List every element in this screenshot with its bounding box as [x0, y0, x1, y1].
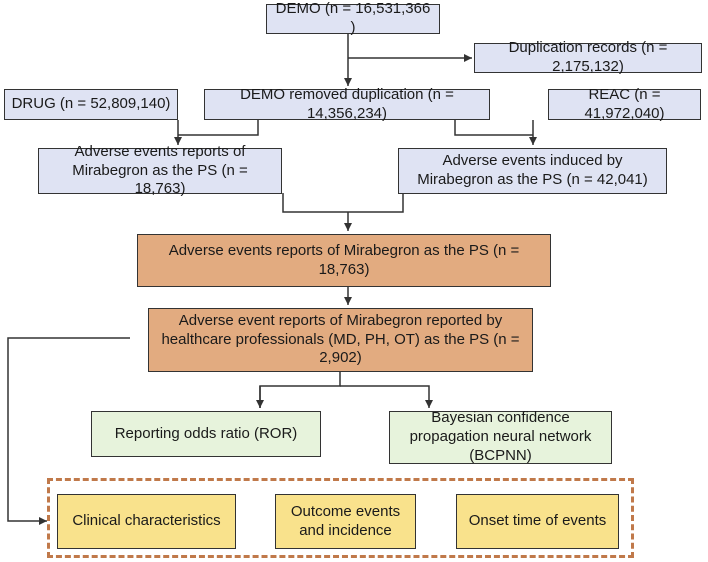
outcome-box: Outcome events and incidence: [275, 494, 416, 549]
outcome-analysis-group: [47, 478, 634, 558]
ror-box: Reporting odds ratio (ROR): [91, 411, 321, 457]
merge-left: [282, 193, 348, 213]
onset-box: Onset time of events: [456, 494, 619, 549]
duplication-box: Duplication records (n = 2,175,132): [474, 39, 702, 75]
drug-box: DRUG (n = 52,809,140): [4, 89, 178, 120]
ae-healthcare-box: Adverse event reports of Mirabegron repo…: [148, 308, 533, 372]
demo-removed-box: DEMO removed duplication (n = 14,356,234…: [204, 86, 490, 122]
ae-induced-box: Adverse events induced by Mirabegron as …: [398, 148, 667, 194]
split-line: [259, 372, 341, 408]
reac-box: REAC (n = 41,972,040): [548, 86, 701, 122]
bcpnn-box: Bayesian confidence propagation neural n…: [389, 409, 612, 464]
clinical-box: Clinical characteristics: [57, 494, 236, 549]
demo-box: DEMO (n = 16,531,366 ): [266, 0, 440, 36]
ae-reports-center-box: Adverse events reports of Mirabegron as …: [137, 234, 551, 287]
split-line-right: [340, 385, 433, 408]
merge-right: [348, 193, 404, 213]
ae-reports-left-box: Adverse events reports of Mirabegron as …: [38, 143, 282, 197]
